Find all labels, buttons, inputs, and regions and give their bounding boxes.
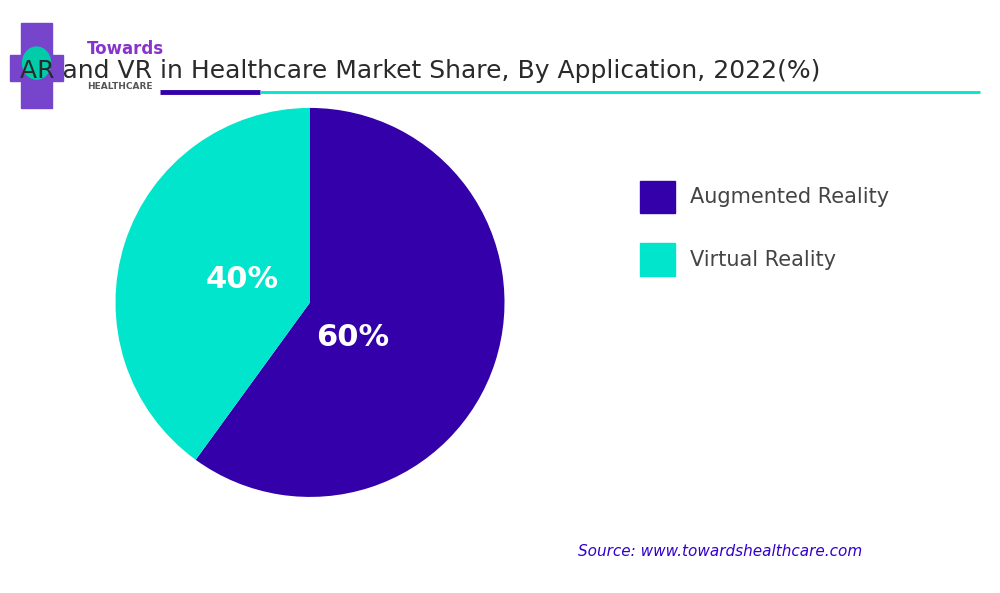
Bar (21, 23, 52, 108)
Text: 60%: 60% (316, 323, 389, 352)
Text: AR and VR in Healthcare Market Share, By Application, 2022(%): AR and VR in Healthcare Market Share, By… (20, 59, 820, 83)
Wedge shape (115, 108, 310, 460)
Text: Augmented Reality: Augmented Reality (690, 187, 889, 207)
Text: Virtual Reality: Virtual Reality (690, 250, 836, 270)
Text: 40%: 40% (205, 264, 278, 294)
Wedge shape (196, 108, 505, 497)
Bar (10, 55, 63, 81)
Text: HEALTHCARE: HEALTHCARE (87, 82, 153, 91)
Text: Towards: Towards (87, 40, 164, 58)
Polygon shape (23, 47, 51, 79)
Text: Source: www.towardshealthcare.com: Source: www.towardshealthcare.com (578, 544, 862, 559)
